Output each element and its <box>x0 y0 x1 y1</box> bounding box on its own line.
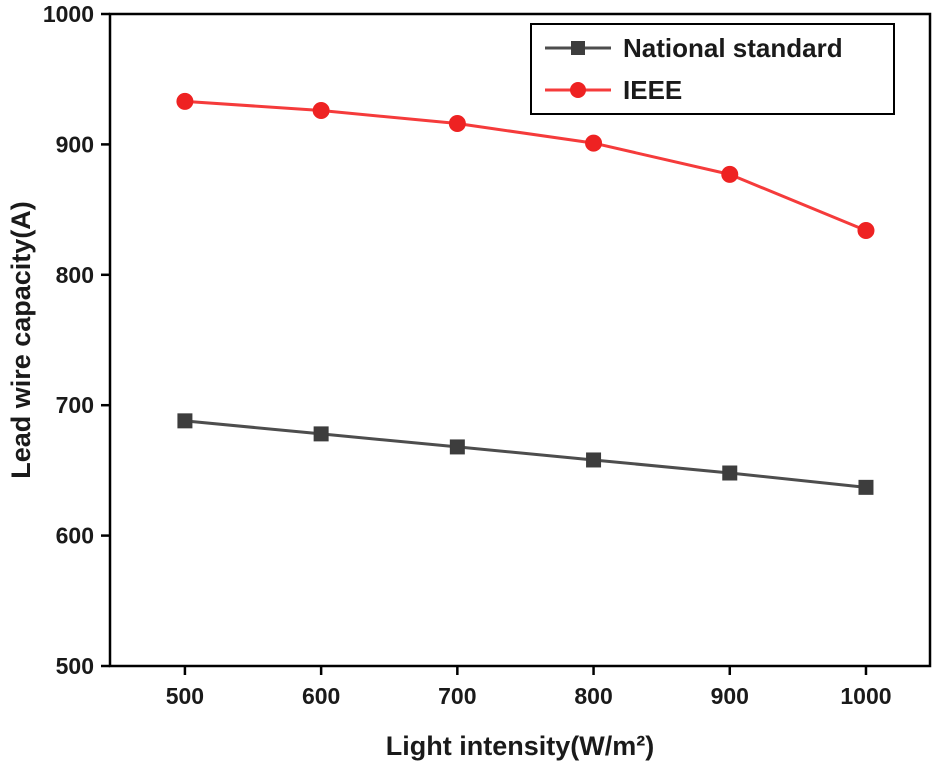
x-tick-label: 700 <box>438 683 476 709</box>
x-tick-label: 600 <box>302 683 340 709</box>
x-tick-label: 900 <box>711 683 749 709</box>
data-point-marker <box>721 165 739 183</box>
y-tick-label: 500 <box>56 653 94 679</box>
data-point-marker <box>313 426 329 442</box>
legend-marker-circle <box>570 82 586 98</box>
x-tick-label: 500 <box>166 683 204 709</box>
data-point-marker <box>177 413 193 429</box>
x-tick-label: 800 <box>574 683 612 709</box>
data-point-marker <box>449 439 465 455</box>
y-tick-label: 900 <box>56 131 94 157</box>
x-tick-label: 1000 <box>840 683 891 709</box>
legend-marker-square <box>571 41 585 55</box>
data-point-marker <box>858 479 874 495</box>
data-point-marker <box>448 115 466 133</box>
data-point-marker <box>585 134 603 152</box>
legend-label-ieee: IEEE <box>623 75 682 105</box>
data-point-marker <box>176 92 194 110</box>
legend-box <box>530 23 895 115</box>
x-axis-title: Light intensity(W/m²) <box>386 731 654 761</box>
y-tick-label: 1000 <box>43 1 94 27</box>
series-line-ieee <box>183 99 868 232</box>
legend-label-national-standard: National standard <box>623 33 843 63</box>
y-tick-label: 600 <box>56 523 94 549</box>
plot-border <box>108 12 932 668</box>
data-point-marker <box>312 101 330 119</box>
y-tick-label: 800 <box>56 262 94 288</box>
y-tick-label: 700 <box>56 392 94 418</box>
series-line-national-standard <box>183 419 868 489</box>
data-point-marker <box>586 452 602 468</box>
y-axis-title: Lead wire capacity(A) <box>6 201 36 479</box>
data-point-marker <box>722 465 738 481</box>
data-point-marker <box>857 221 875 239</box>
